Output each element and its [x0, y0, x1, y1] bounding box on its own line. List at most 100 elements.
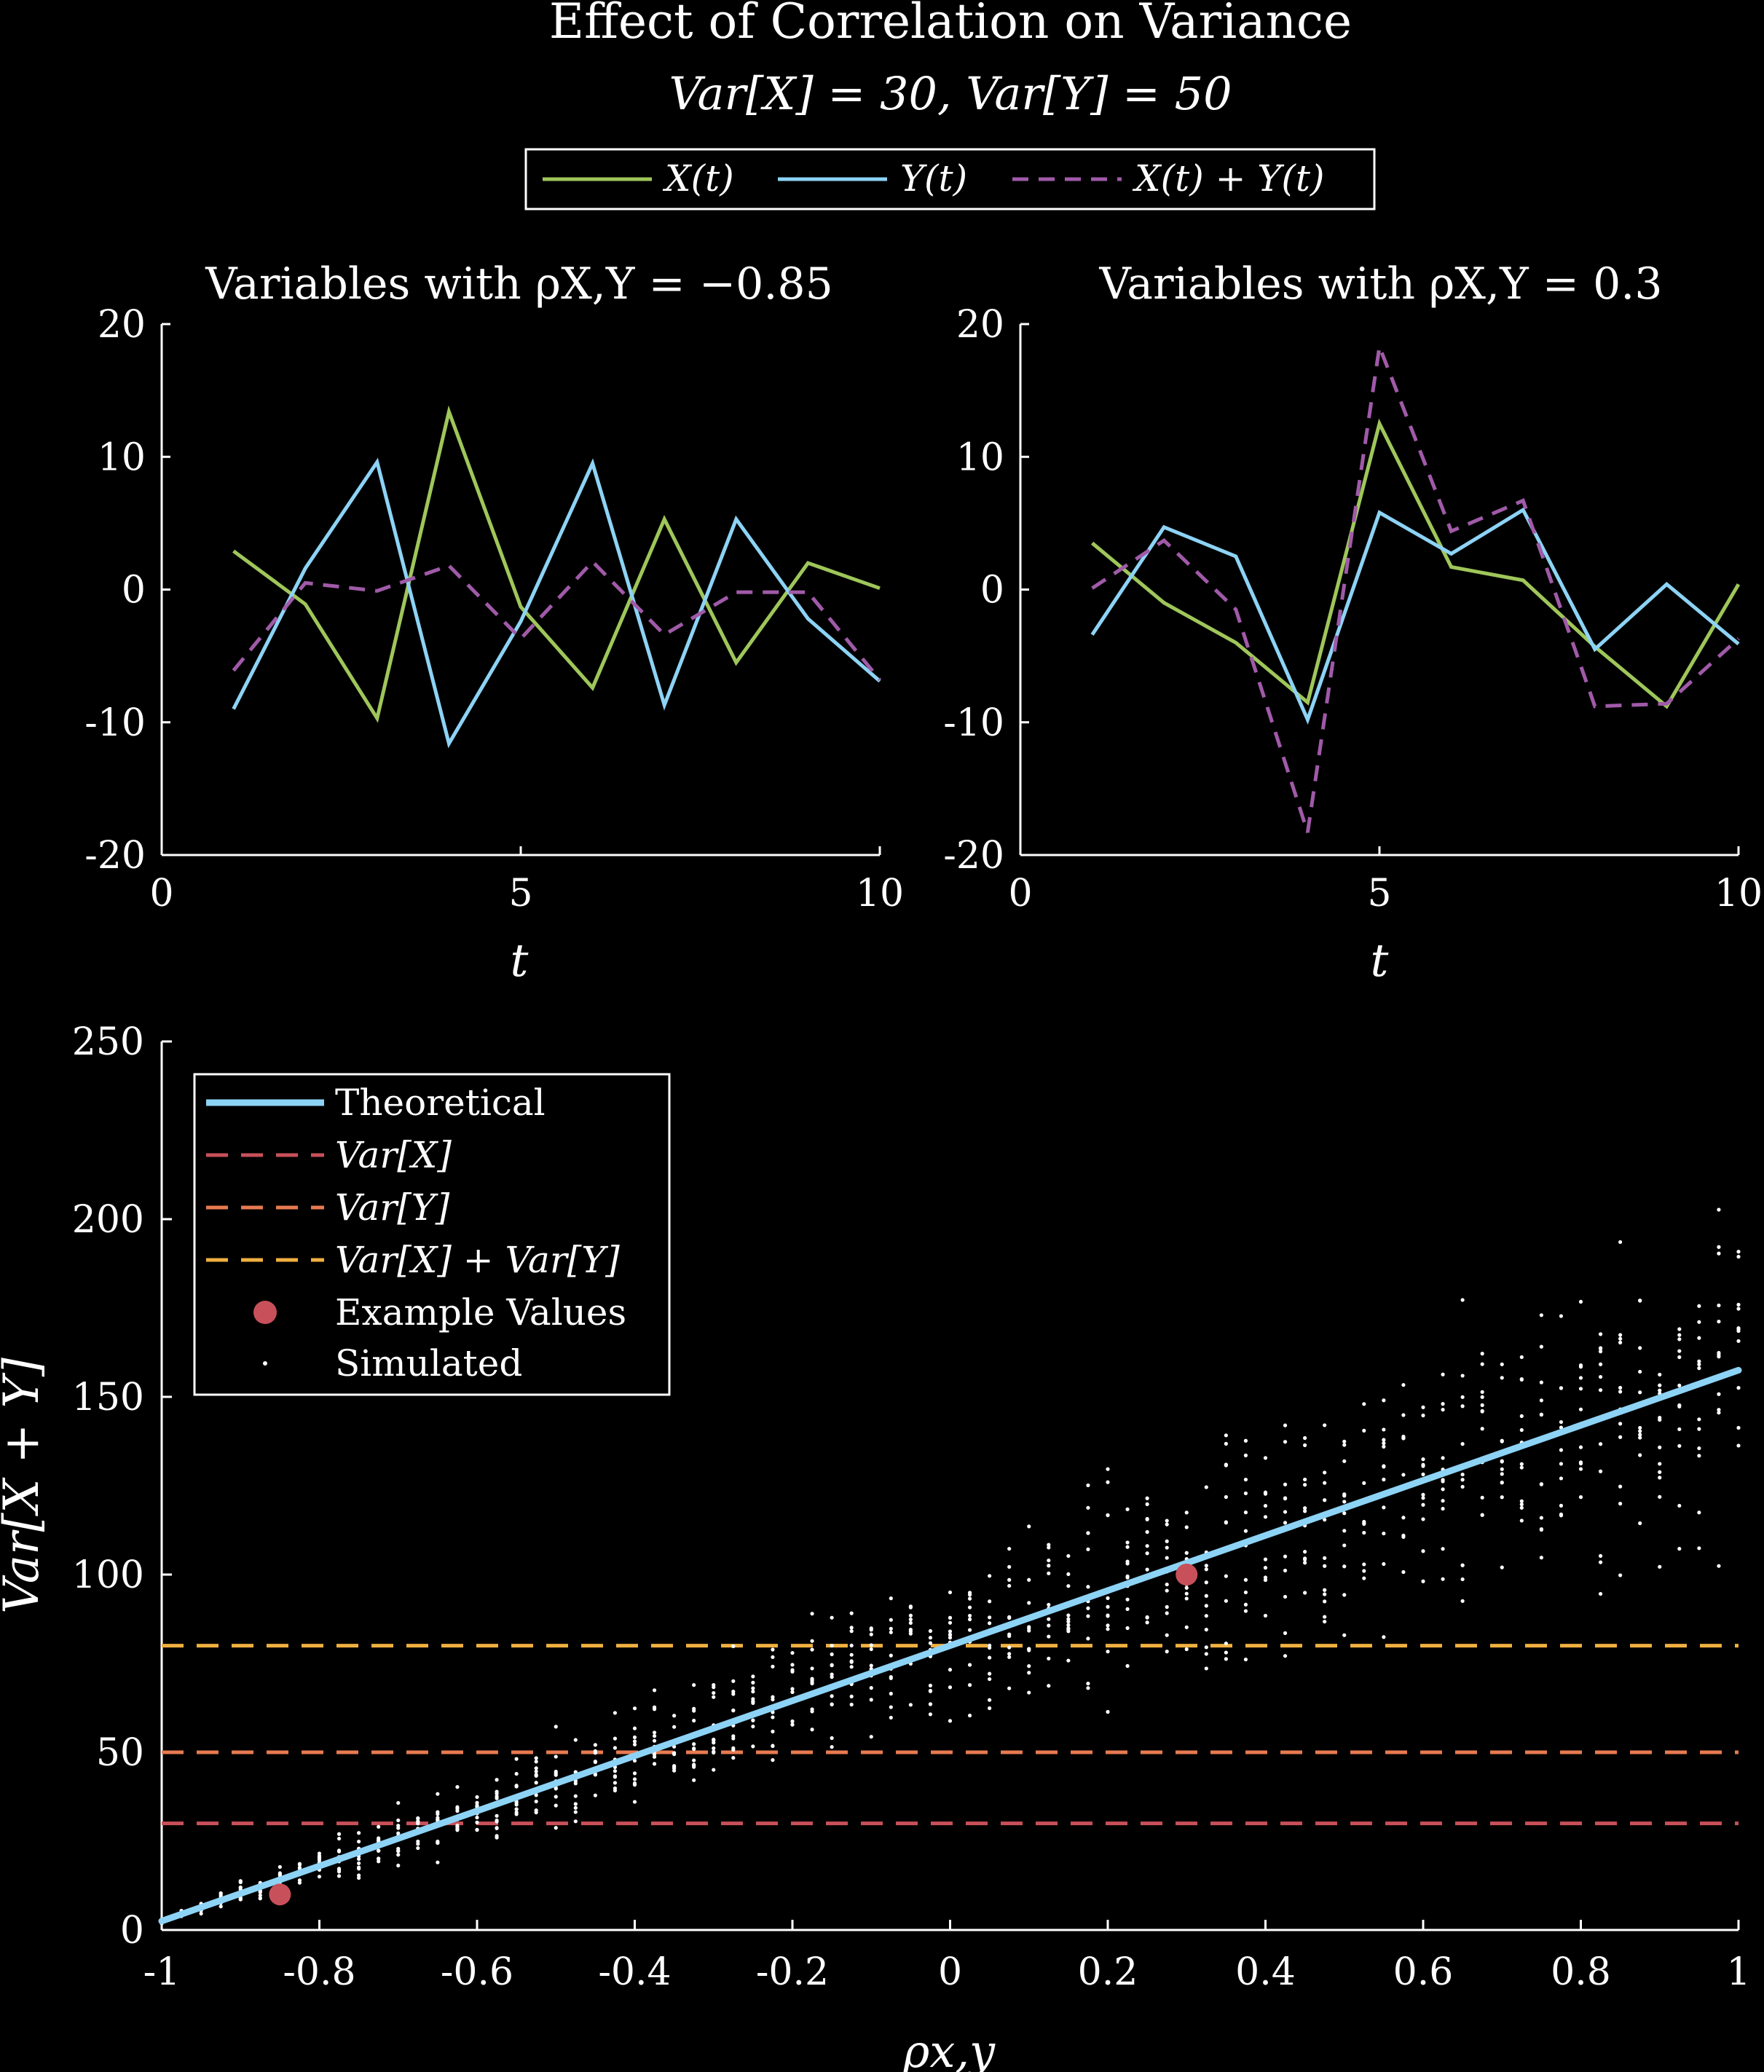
simulated-point	[948, 1636, 953, 1640]
simulated-point	[1106, 1596, 1110, 1600]
simulated-point	[1677, 1337, 1682, 1342]
simulated-point	[1263, 1613, 1268, 1618]
simulated-point	[1224, 1441, 1228, 1446]
simulated-point	[1007, 1652, 1012, 1656]
simulated-point	[908, 1618, 913, 1622]
simulated-point	[1382, 1398, 1386, 1403]
simulated-point	[1441, 1402, 1445, 1406]
simulated-point	[613, 1711, 618, 1715]
simulated-point	[632, 1735, 637, 1740]
simulated-point	[988, 1706, 992, 1711]
simulated-point	[475, 1820, 479, 1824]
simulated-point	[1323, 1518, 1327, 1522]
simulated-point	[1598, 1469, 1603, 1473]
simulated-point	[1658, 1388, 1662, 1393]
simulated-point	[317, 1855, 322, 1859]
simulated-point	[357, 1873, 361, 1878]
simulated-point	[1086, 1682, 1090, 1686]
top-legend-box	[524, 148, 1376, 210]
simulated-point	[830, 1694, 834, 1698]
simulated-point	[1047, 1545, 1051, 1550]
simulated-point	[632, 1706, 637, 1711]
simulated-point	[514, 1757, 519, 1761]
simulated-point	[573, 1810, 578, 1814]
simulated-point	[455, 1808, 460, 1813]
simulated-point	[869, 1735, 873, 1739]
simulated-point	[1243, 1438, 1248, 1443]
simulated-point	[1559, 1462, 1564, 1466]
simulated-point	[258, 1893, 262, 1897]
simulated-point	[1204, 1645, 1208, 1650]
simulated-point	[849, 1694, 854, 1698]
simulated-point	[632, 1739, 637, 1744]
simulated-point	[1047, 1684, 1051, 1688]
simulated-point	[1519, 1462, 1524, 1466]
simulated-point	[1500, 1467, 1504, 1471]
simulated-point	[1421, 1502, 1425, 1507]
simulated-point	[416, 1846, 420, 1851]
simulated-point	[1382, 1427, 1386, 1432]
simulated-point	[1342, 1543, 1347, 1548]
simulated-point	[1323, 1498, 1327, 1502]
simulated-point	[1638, 1425, 1642, 1430]
simulated-point	[692, 1778, 696, 1782]
simulated-point	[692, 1742, 696, 1746]
panel-right-ytick-label: -10	[943, 701, 1004, 745]
simulated-point	[1618, 1435, 1623, 1439]
simulated-point	[1342, 1500, 1347, 1504]
panel-right-series-y	[1090, 507, 1740, 725]
simulated-point	[377, 1856, 381, 1861]
panel-left-x-label: t	[511, 934, 529, 987]
simulated-point	[357, 1865, 361, 1870]
simulated-point	[1066, 1613, 1071, 1618]
top-legend: X(t) Y(t) X(t) + Y(t)	[524, 148, 1376, 210]
simulated-point	[988, 1698, 992, 1702]
simulated-point	[1717, 1319, 1721, 1324]
simulated-point	[1717, 1408, 1721, 1412]
simulated-point	[357, 1839, 361, 1844]
simulated-point	[889, 1691, 893, 1696]
simulated-point	[534, 1760, 538, 1764]
simulated-point	[1184, 1596, 1189, 1601]
simulated-point	[1007, 1655, 1012, 1659]
panel-right-x-label: t	[1371, 934, 1389, 987]
simulated-point	[1303, 1477, 1307, 1482]
simulated-point	[1519, 1499, 1524, 1503]
simulated-point	[1027, 1671, 1031, 1675]
simulated-point	[672, 1714, 677, 1718]
simulated-point	[1303, 1483, 1307, 1487]
simulated-point	[475, 1827, 479, 1832]
simulated-point	[849, 1629, 854, 1634]
simulated-point	[1519, 1355, 1524, 1360]
simulated-point	[908, 1703, 913, 1707]
simulated-point	[889, 1630, 893, 1634]
simulated-point	[1598, 1347, 1603, 1351]
simulated-point	[830, 1643, 834, 1648]
simulated-point	[1578, 1387, 1583, 1391]
simulated-point	[1283, 1594, 1288, 1599]
simulated-point	[1303, 1435, 1307, 1441]
simulated-point	[1598, 1374, 1603, 1379]
theoretical-line	[158, 1366, 1742, 1925]
panel-bottom-xtick-label: -0.8	[283, 1950, 355, 1994]
simulated-point	[908, 1613, 913, 1618]
simulated-point	[593, 1751, 597, 1755]
simulated-point	[1106, 1604, 1110, 1609]
simulated-point	[1362, 1569, 1366, 1573]
simulated-point	[1224, 1462, 1228, 1467]
top-legend-label-0: X(t)	[662, 157, 734, 200]
simulated-point	[573, 1738, 578, 1742]
simulated-point	[1165, 1556, 1169, 1560]
simulated-point	[534, 1769, 538, 1773]
simulated-point	[1638, 1299, 1642, 1303]
simulated-point	[1697, 1417, 1701, 1422]
simulated-point	[1382, 1505, 1386, 1510]
simulated-point	[495, 1795, 499, 1799]
simulated-point	[928, 1702, 933, 1706]
simulated-point	[1441, 1407, 1445, 1412]
simulated-point	[1401, 1413, 1406, 1417]
simulated-point	[1342, 1439, 1347, 1443]
simulated-point	[1559, 1448, 1564, 1452]
simulated-point	[514, 1810, 519, 1815]
simulated-point	[948, 1629, 953, 1634]
